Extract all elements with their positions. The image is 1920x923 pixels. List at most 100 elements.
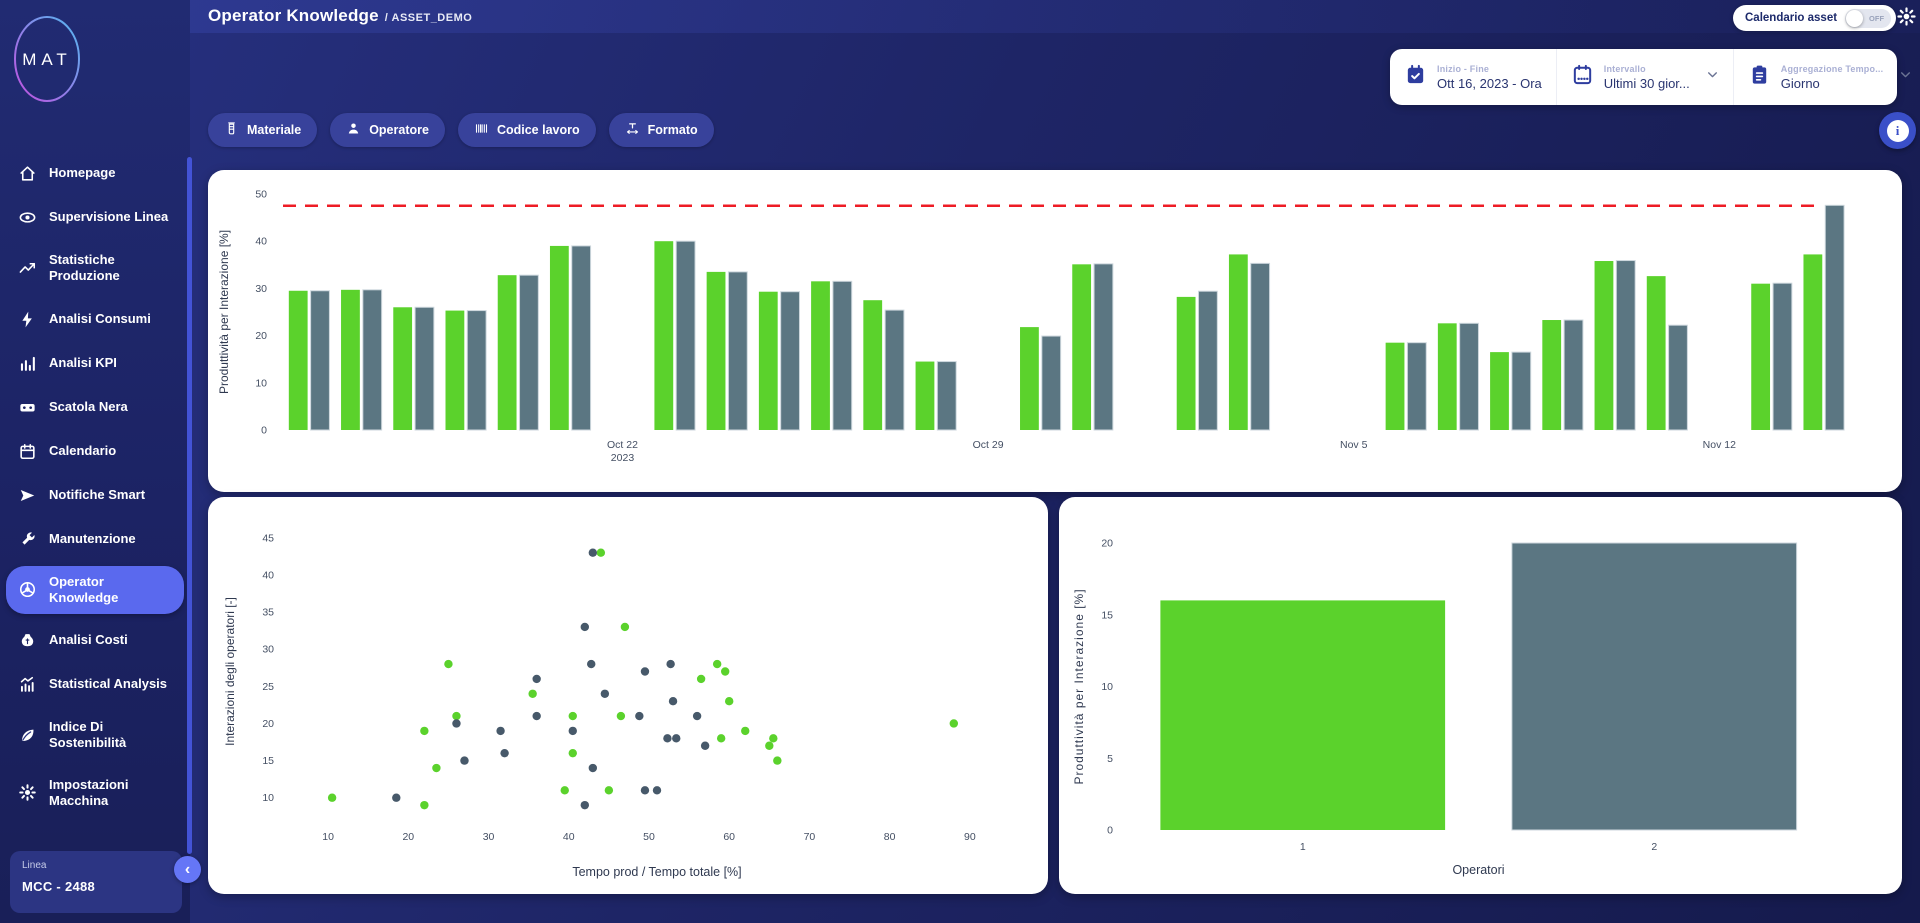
sidebar-item-analisi-costi[interactable]: Analisi Costi: [6, 623, 184, 658]
calendario-asset-toggle[interactable]: Calendario asset OFF: [1733, 5, 1897, 31]
y-tick-label: 35: [262, 607, 274, 619]
y-tick-label: 45: [262, 532, 274, 544]
sidebar-item-notifiche-smart[interactable]: Notifiche Smart: [6, 478, 184, 513]
info-button[interactable]: i: [1879, 112, 1916, 149]
bar-green: [1803, 254, 1823, 430]
info-icon: i: [1886, 119, 1909, 142]
interval-control[interactable]: Intervallo Ultimi 30 gior...: [1555, 49, 1733, 105]
x-tick-label: Nov 5: [1340, 439, 1368, 451]
sidebar-item-supervisione-linea[interactable]: Supervisione Linea: [6, 200, 184, 235]
bar-slate: [571, 245, 592, 431]
bar-slate: [1093, 263, 1114, 431]
sidebar-item-operator-knowledge[interactable]: Operator Knowledge: [6, 565, 184, 614]
chevron-down-icon: [1899, 68, 1912, 86]
y-tick-label: 20: [1101, 538, 1113, 550]
y-tick-label: 5: [1107, 753, 1113, 765]
scatter-point-slate: [663, 734, 672, 743]
sidebar-item-impostazioni-macchina[interactable]: Impostazioni Macchina: [6, 769, 184, 818]
scatter-point-green: [528, 689, 537, 698]
sidebar-item-analisi-kpi[interactable]: Analisi KPI: [6, 346, 184, 381]
x-tick-label: 60: [723, 831, 735, 843]
scatter-point-green: [604, 786, 614, 795]
format-icon: [625, 121, 640, 139]
toggle-label: Calendario asset: [1745, 12, 1838, 24]
sidebar-item-label: Analisi Costi: [49, 632, 128, 648]
leaf-icon: [18, 726, 37, 745]
sidebar-item-analisi-consumi[interactable]: Analisi Consumi: [6, 302, 184, 337]
scatter-point-green: [696, 674, 706, 684]
y-tick-label: 0: [261, 425, 267, 437]
bar-slate: [884, 309, 905, 431]
scatter-point-slate: [500, 748, 509, 758]
scatter-point-slate: [460, 756, 469, 765]
sidebar-item-statistical-analysis[interactable]: Statistical Analysis: [6, 667, 184, 702]
sidebar-item-calendario[interactable]: Calendario: [6, 434, 184, 469]
y-tick-label: 30: [255, 283, 267, 295]
toggle-switch[interactable]: OFF: [1845, 8, 1892, 28]
bar-slate: [936, 361, 957, 431]
scatter-point-green: [773, 756, 782, 765]
page-title-text: Operator Knowledge: [208, 6, 379, 25]
sidebar-item-label: Statistiche Produzione: [49, 252, 120, 284]
x-axis-title: Operatori: [1452, 863, 1504, 877]
sidebar-item-statistiche-produzione[interactable]: Statistiche Produzione: [6, 244, 184, 293]
filter-button-operatore[interactable]: Operatore: [330, 113, 445, 147]
bar-green: [1751, 283, 1771, 430]
gear-icon[interactable]: [1896, 6, 1917, 27]
scatter-point-green: [720, 667, 730, 676]
x-tick-sublabel: 2023: [611, 452, 635, 464]
interactions-scatter-panel[interactable]: 10 15 20 25 30 35 40 45 10 20 30 40 50 60 70 80 90 Intera…: [208, 497, 1048, 894]
scatter-point-green: [724, 697, 734, 706]
bar-slate: [414, 306, 435, 431]
sidebar-item-homepage[interactable]: Homepage: [6, 156, 184, 191]
bar-green: [1228, 254, 1248, 430]
sidebar-item-scatola-nera[interactable]: Scatola Nera: [6, 390, 184, 425]
scatter-point-green: [716, 734, 726, 743]
person-icon: [346, 121, 361, 139]
bar-green: [863, 300, 883, 430]
trend-icon: [18, 259, 37, 278]
bar-slate: [1198, 290, 1218, 431]
chevron-down-icon: [1706, 68, 1719, 86]
filter-button-materiale[interactable]: Materiale: [208, 113, 318, 147]
logo-text: MAT: [22, 50, 72, 69]
machine-card[interactable]: Linea MCC - 2488: [10, 851, 182, 913]
sidebar-nav: Homepage Supervisione Linea Statistiche Pr…: [6, 156, 184, 826]
machine-card-label: Linea: [22, 860, 47, 871]
interval-value: Ultimi 30 gior...: [1603, 75, 1690, 91]
money-bag-icon: [18, 631, 37, 650]
y-tick-label: 15: [1101, 609, 1113, 621]
operator-wheel-icon: [18, 580, 37, 599]
machine-card-value: MCC - 2488: [22, 879, 96, 894]
scatter-point-green: [420, 726, 429, 736]
filter-button-label: Operatore: [369, 123, 429, 137]
machine-gear-icon: [18, 783, 37, 802]
bar-green: [497, 275, 517, 430]
scatter-point-slate: [588, 548, 598, 557]
y-tick-label: 25: [262, 681, 274, 693]
sidebar-scrollbar[interactable]: [187, 157, 192, 854]
x-tick-label: 80: [884, 831, 896, 843]
daily-productivity-chart-panel[interactable]: 0 10 20 30 40 50 Produttività per Interazione …: [208, 170, 1902, 492]
aggregation-label: Aggregazione Tempo...: [1780, 63, 1884, 74]
bar-slate: [362, 289, 383, 431]
sidebar-item-indice-di-sostenibilit-[interactable]: Indice Di Sostenibilità: [6, 711, 184, 760]
scatter-point-green: [769, 734, 778, 743]
date-range-control[interactable]: Inizio - Fine Ott 16, 2023 - Ora: [1390, 49, 1556, 105]
sidebar-collapse-button[interactable]: ‹: [174, 856, 201, 883]
filter-button-codice-lavoro[interactable]: Codice lavoro: [457, 113, 596, 147]
operator-productivity-panel[interactable]: 0 5 10 15 20 Produttività per Interazione [%]…: [1059, 497, 1902, 894]
scatter-point-green: [452, 711, 461, 721]
bar-green: [811, 281, 830, 430]
scatter-point-green: [741, 726, 750, 736]
x-tick-label: 1: [1300, 841, 1306, 853]
sidebar-item-manutenzione[interactable]: Manutenzione: [6, 522, 184, 557]
bar-slate: [1459, 322, 1479, 431]
clipboard-icon: [1748, 63, 1771, 91]
filter-button-label: Materiale: [247, 123, 302, 137]
x-tick-label: 2: [1651, 841, 1657, 853]
aggregation-control[interactable]: Aggregazione Tempo... Giorno: [1732, 49, 1920, 105]
page-title: Operator Knowledge / ASSET_DEMO: [208, 6, 472, 26]
filter-button-formato[interactable]: Formato: [608, 113, 714, 147]
y-tick-label: 20: [262, 718, 274, 730]
